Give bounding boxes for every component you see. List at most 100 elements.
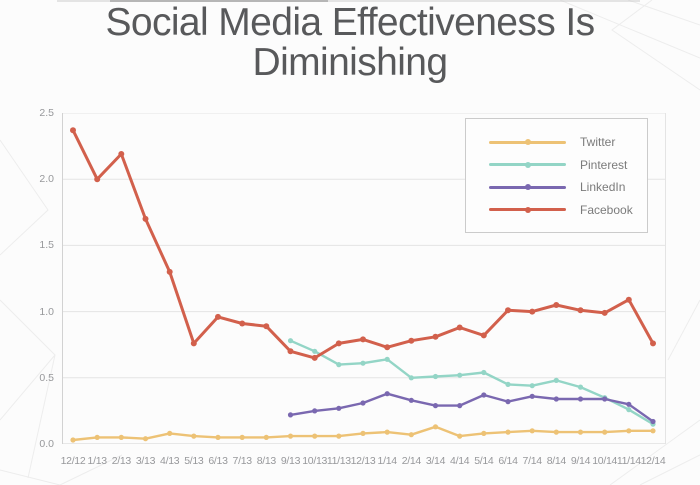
data-point bbox=[408, 375, 414, 381]
legend-line-swatch bbox=[489, 206, 566, 213]
series-pinterest bbox=[287, 338, 656, 427]
data-point bbox=[432, 424, 439, 430]
data-point bbox=[190, 340, 197, 347]
x-axis-tick-label: 6/14 bbox=[498, 455, 518, 467]
data-point bbox=[239, 320, 246, 327]
data-point bbox=[456, 324, 463, 331]
data-point bbox=[529, 308, 536, 315]
data-point bbox=[166, 268, 173, 275]
data-point bbox=[263, 323, 270, 330]
data-point bbox=[601, 309, 608, 316]
data-point bbox=[336, 405, 342, 411]
y-axis-tick-label: 1.5 bbox=[39, 239, 54, 252]
data-point bbox=[505, 429, 511, 435]
data-point bbox=[408, 397, 414, 403]
x-axis-tick-label: 3/14 bbox=[425, 455, 446, 467]
data-point bbox=[553, 302, 560, 308]
legend-line-swatch bbox=[489, 139, 566, 145]
legend-dot bbox=[524, 161, 531, 168]
data-point bbox=[577, 307, 584, 314]
data-point bbox=[360, 360, 366, 366]
data-point bbox=[481, 392, 487, 398]
top-divider-line-dark bbox=[110, 0, 328, 2]
data-point bbox=[312, 348, 318, 354]
page-title-line2: Diminishing bbox=[252, 40, 449, 84]
data-point bbox=[408, 337, 415, 344]
legend-dot bbox=[524, 206, 531, 213]
legend-item-linkedin: LinkedIn bbox=[489, 177, 647, 197]
x-axis-tick-label: 3/13 bbox=[135, 455, 156, 467]
data-point bbox=[602, 429, 608, 435]
data-point bbox=[408, 432, 414, 438]
legend-item-pinterest: Pinterest bbox=[489, 155, 647, 175]
legend-item-facebook: Facebook bbox=[489, 200, 647, 220]
data-point bbox=[553, 429, 559, 435]
data-point bbox=[311, 354, 318, 361]
data-point bbox=[602, 396, 608, 402]
data-point bbox=[312, 408, 318, 414]
data-point bbox=[457, 403, 463, 409]
data-point bbox=[384, 356, 390, 362]
data-point bbox=[360, 430, 366, 436]
gridlines bbox=[62, 113, 666, 444]
data-point bbox=[432, 403, 439, 409]
data-point bbox=[287, 338, 294, 344]
data-point bbox=[626, 428, 632, 434]
data-point bbox=[118, 434, 124, 440]
x-axis-tick-label: 2/14 bbox=[401, 455, 422, 467]
x-axis-tick-label: 8/14 bbox=[546, 455, 567, 467]
data-point bbox=[505, 399, 511, 405]
data-point bbox=[650, 418, 656, 425]
legend-line-swatch bbox=[489, 161, 566, 168]
data-point bbox=[94, 176, 101, 183]
data-point bbox=[577, 429, 584, 435]
data-point bbox=[191, 433, 197, 439]
data-point bbox=[335, 340, 342, 347]
data-point bbox=[505, 307, 511, 314]
y-axis-tick-label: 0.0 bbox=[39, 438, 54, 450]
legend-label: Pinterest bbox=[580, 157, 628, 172]
data-point bbox=[529, 393, 535, 399]
legend-dot bbox=[524, 184, 531, 191]
data-point bbox=[118, 151, 125, 157]
data-point bbox=[529, 383, 535, 389]
data-point bbox=[215, 434, 221, 440]
data-point bbox=[142, 215, 149, 222]
page-title-line1: Social Media Effectiveness Is bbox=[105, 1, 595, 44]
x-axis-tick-label: 11/14 bbox=[616, 455, 641, 467]
x-axis-tick-label: 2/13 bbox=[111, 455, 132, 467]
top-divider-line bbox=[57, 0, 640, 2]
legend-label: LinkedIn bbox=[580, 180, 626, 195]
data-point bbox=[529, 428, 535, 434]
x-axis-tick-label: 12/13 bbox=[350, 455, 376, 467]
data-point bbox=[167, 430, 173, 436]
data-point bbox=[384, 344, 391, 351]
data-point bbox=[142, 436, 149, 442]
series-facebook bbox=[70, 127, 656, 361]
x-axis-tick-label: 9/13 bbox=[280, 455, 301, 467]
legend-label: Twitter bbox=[580, 135, 616, 149]
legend-label: Facebook bbox=[580, 202, 633, 217]
data-point bbox=[239, 434, 245, 440]
y-axis-tick-label: 2.5 bbox=[39, 107, 54, 119]
x-axis-tick-label: 1/13 bbox=[87, 455, 108, 467]
data-point bbox=[94, 434, 100, 440]
series-twitter bbox=[70, 424, 656, 443]
data-point bbox=[336, 433, 342, 439]
data-point bbox=[481, 430, 487, 436]
page-title: Social Media Effectiveness Is Diminishin… bbox=[0, 3, 700, 83]
y-axis-tick-label: 1.0 bbox=[39, 305, 54, 318]
data-point bbox=[577, 384, 584, 390]
x-axis-tick-label: 4/13 bbox=[160, 455, 180, 467]
data-point bbox=[481, 369, 487, 376]
x-axis-tick-label: 1/14 bbox=[377, 455, 398, 467]
data-point bbox=[336, 362, 342, 368]
x-axis-tick-label: 7/13 bbox=[232, 455, 253, 467]
legend-item-twitter: Twitter bbox=[489, 132, 647, 152]
data-point bbox=[360, 400, 366, 406]
x-axis-tick-label: 7/14 bbox=[522, 455, 543, 467]
data-point bbox=[480, 332, 487, 339]
x-axis-tick-label: 12/12 bbox=[60, 455, 86, 467]
data-point bbox=[287, 433, 294, 439]
